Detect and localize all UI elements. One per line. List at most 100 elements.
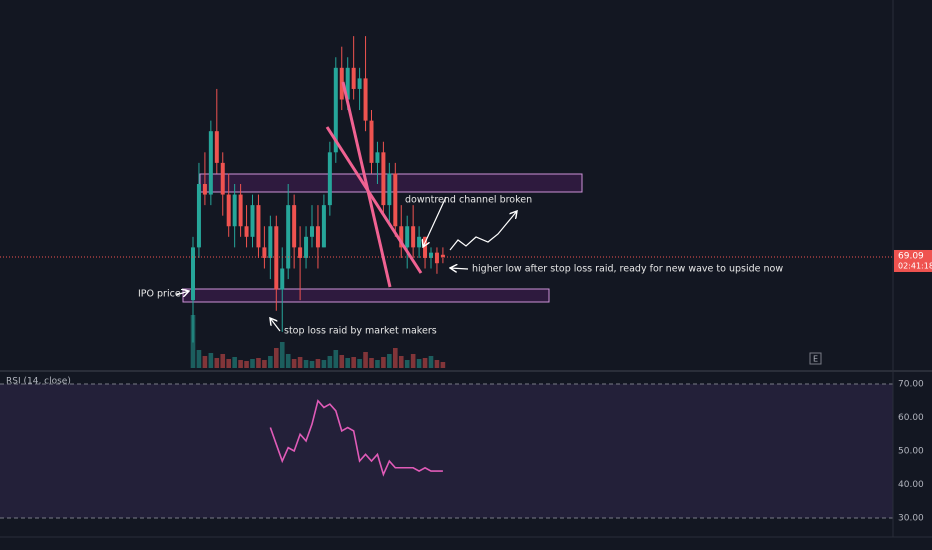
candle-body — [268, 226, 273, 258]
volume-bar — [440, 362, 446, 368]
last-price-label: 69.09 — [898, 251, 924, 261]
arrow — [175, 291, 189, 295]
volume-bar — [398, 356, 404, 368]
candle-body — [375, 152, 380, 163]
candle-body — [202, 184, 207, 195]
volume-bar — [315, 359, 321, 368]
candle-body — [393, 173, 398, 227]
candle-body — [327, 152, 332, 206]
marks — [0, 36, 893, 477]
volume-bar — [363, 352, 368, 368]
volume-bar — [274, 348, 279, 368]
volume-bar — [339, 355, 345, 368]
candle-body — [440, 254, 445, 257]
candle-body — [244, 226, 249, 237]
volume-bar — [214, 358, 220, 368]
candle-body — [196, 184, 201, 248]
volume-bar — [297, 357, 303, 368]
volume-bar — [303, 360, 309, 368]
projection-arrow — [449, 211, 517, 251]
volume-bar — [375, 360, 380, 368]
volume-bar — [369, 358, 374, 368]
volume-bar — [351, 357, 356, 368]
y-tick-label: 30.00 — [898, 514, 924, 524]
channel-line — [325, 126, 423, 274]
volume-bar — [220, 354, 226, 368]
candle-body — [363, 78, 368, 121]
candle-body — [417, 236, 422, 248]
candle-body — [399, 226, 404, 248]
candle-body — [315, 226, 320, 248]
volume-bar — [387, 354, 392, 368]
rsi-title: RSI (14, close) — [6, 377, 71, 387]
candle-body — [411, 226, 416, 248]
candle-body — [357, 78, 362, 89]
volume-bar — [393, 348, 398, 368]
volume-bar — [285, 354, 291, 368]
earnings-marker: E — [813, 355, 818, 364]
ipo-zone — [182, 288, 550, 303]
candle-body — [238, 194, 243, 227]
volume-bar — [232, 357, 237, 368]
y-tick-label: 40.00 — [898, 480, 924, 490]
candle-body — [321, 205, 326, 248]
candle-body — [345, 67, 350, 100]
candle-body — [280, 268, 285, 290]
volume-bar — [327, 356, 333, 368]
volume-bar — [357, 359, 362, 368]
volume-bar — [268, 356, 273, 368]
volume-bar — [404, 360, 410, 368]
annotation: stop loss raid by market makers — [284, 326, 437, 337]
candle-body — [333, 67, 338, 153]
candle-body — [286, 205, 291, 269]
candle-body — [208, 131, 213, 195]
volume-bar — [196, 350, 202, 368]
candle-body — [256, 205, 261, 248]
countdown-label: 02:41:18 — [898, 261, 932, 270]
annotation: IPO price — [138, 289, 181, 300]
candle-body — [429, 252, 433, 258]
volume-bar — [244, 361, 249, 368]
candle-body — [262, 247, 267, 258]
y-tick-label: 60.00 — [898, 413, 924, 423]
candle-body — [405, 226, 410, 248]
arrow — [450, 268, 469, 269]
y-tick-label: 50.00 — [898, 446, 924, 456]
arrow — [270, 318, 281, 332]
candle-body — [298, 247, 303, 258]
candle-body — [381, 152, 386, 206]
y-tick-label: 70.00 — [898, 379, 924, 389]
volume-bar — [416, 359, 422, 368]
grid — [0, 383, 893, 519]
channel-line — [341, 81, 392, 288]
volume-bar — [309, 361, 315, 368]
volume-bar — [262, 360, 267, 368]
candle-body — [351, 67, 356, 89]
volume-bar — [434, 360, 440, 368]
volume-bar — [410, 354, 416, 368]
rsi-band — [0, 383, 893, 519]
candle-body — [387, 173, 392, 206]
candle-body — [304, 236, 309, 258]
volume-bar — [226, 359, 231, 368]
candle-body — [191, 247, 195, 301]
arrow — [423, 196, 447, 247]
candle-body — [232, 194, 237, 227]
candle-body — [339, 67, 344, 100]
volume-bar — [345, 358, 350, 368]
volume-bar — [428, 356, 434, 368]
volume-bar — [256, 358, 261, 368]
earnings-box — [809, 352, 822, 365]
volume-bar — [291, 359, 297, 368]
volume-bar — [381, 357, 386, 368]
annotation: downtrend channel broken — [405, 195, 532, 206]
annotation: higher low after stop loss raid, ready f… — [472, 264, 783, 275]
candle-body — [214, 131, 219, 163]
volume-bar — [250, 359, 255, 368]
candle-body — [434, 252, 439, 264]
volume-bar — [202, 356, 208, 368]
candle-body — [274, 226, 279, 290]
